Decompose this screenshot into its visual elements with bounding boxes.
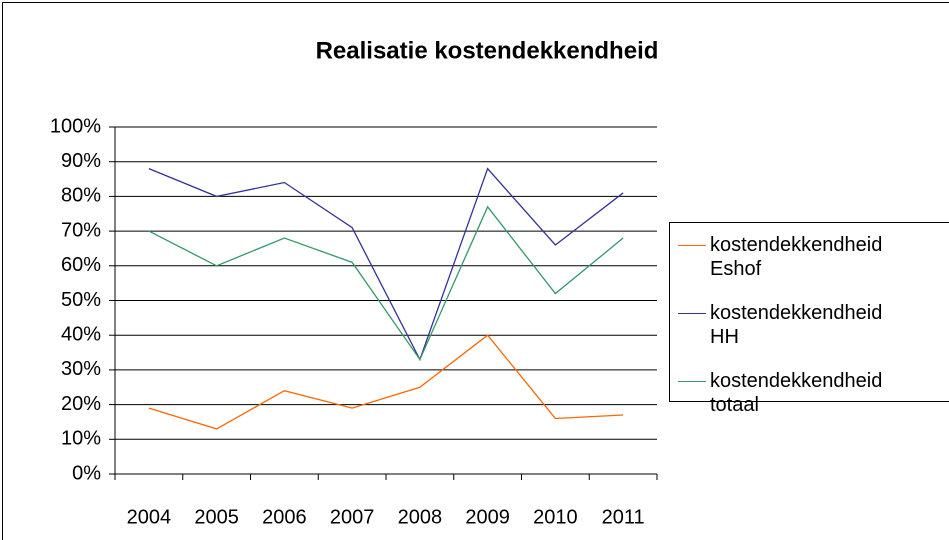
x-tick-label: 2010 [533,506,578,528]
x-tick-label: 2008 [398,506,443,528]
legend-entry: kostendekkendheid totaal [670,369,949,417]
y-tick-label: 40% [61,323,101,345]
y-tick-label: 0% [72,462,101,484]
legend-swatch [678,245,706,246]
y-tick-label: 10% [61,428,101,450]
y-tick-label: 20% [61,393,101,415]
legend: kostendekkendheid Eshof kostendekkendheid… [669,222,949,416]
y-tick-label: 100% [50,115,101,137]
legend-label: kostendekkendheid totaal [710,370,883,416]
y-tick-label: 70% [61,219,101,241]
y-tick-label: 30% [61,358,101,380]
x-tick-label: 2007 [330,506,375,528]
legend-entry: kostendekkendheid HH [670,301,949,349]
legend-label: kostendekkendheid Eshof [710,234,883,280]
series-line [148,167,624,362]
series-line [148,334,624,430]
legend-swatch [678,313,706,314]
y-tick-label: 80% [61,185,101,207]
x-tick-label: 2011 [602,506,645,528]
y-tick-label: 60% [61,254,101,276]
series-line [148,205,624,361]
y-tick-label: 50% [61,289,101,311]
x-tick-label: 2009 [465,506,510,528]
x-tick-label: 2006 [262,506,307,528]
x-tick-label: 2004 [127,506,172,528]
chart-title: Realisatie kostendekkendheid [316,37,659,64]
legend-entry: kostendekkendheid Eshof [670,233,949,281]
legend-swatch [678,381,706,382]
x-tick-label: 2005 [194,506,239,528]
legend-label: kostendekkendheid HH [710,302,883,348]
y-tick-label: 90% [61,150,101,172]
